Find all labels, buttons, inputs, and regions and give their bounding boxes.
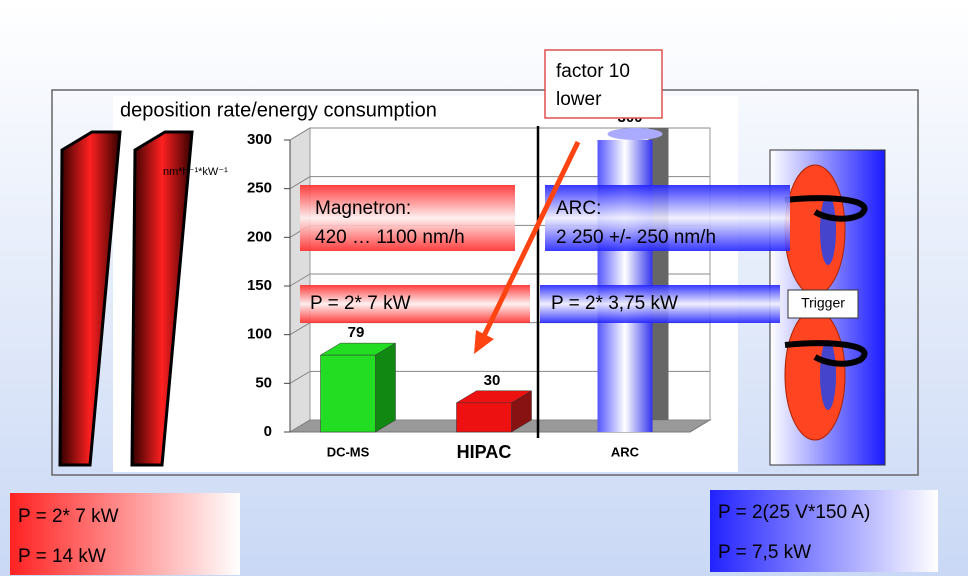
ring-hole bbox=[820, 340, 836, 410]
annotation-text: 420 … 1100 nm/h bbox=[315, 227, 465, 248]
ring-hole bbox=[820, 195, 836, 265]
annotation-text: ARC: bbox=[556, 198, 601, 219]
annotation-text: Magnetron: bbox=[315, 198, 411, 219]
chart-title: deposition rate/energy consumption bbox=[120, 99, 437, 121]
annotation-text: lower bbox=[556, 89, 602, 110]
data-label: 30 bbox=[484, 372, 501, 389]
panel-text: P = 14 kW bbox=[18, 546, 106, 567]
slide: Trigger P = 2* 7 kW P = 14 kW P = 2(25 V… bbox=[0, 0, 968, 576]
y-tick-label: 150 bbox=[247, 277, 272, 294]
x-tick-label: DC-MS bbox=[327, 444, 370, 459]
x-tick-label: HIPAC bbox=[457, 442, 512, 462]
y-tick-label: 50 bbox=[255, 374, 272, 391]
y-tick-label: 250 bbox=[247, 180, 272, 197]
panel-text: P = 2(25 V*150 A) bbox=[718, 502, 870, 523]
bar bbox=[321, 355, 376, 432]
bar-side bbox=[376, 343, 396, 432]
y-axis-label: nm*h⁻¹*kW⁻¹ bbox=[163, 166, 228, 178]
panel-text: P = 2* 7 kW bbox=[18, 506, 119, 527]
y-tick-label: 200 bbox=[247, 228, 272, 245]
annotation-text: factor 10 bbox=[556, 61, 630, 82]
y-tick-label: 300 bbox=[247, 131, 272, 148]
x-tick-label: ARC bbox=[611, 444, 640, 459]
panel-text: P = 7,5 kW bbox=[718, 542, 811, 563]
annotation-text: 2 250 +/- 250 nm/h bbox=[556, 227, 716, 248]
data-label: 79 bbox=[348, 324, 365, 341]
y-tick-label: 100 bbox=[247, 326, 272, 343]
annotation-text: P = 2* 3,75 kW bbox=[551, 293, 678, 314]
bar-top bbox=[608, 128, 663, 140]
annotation-text: P = 2* 7 kW bbox=[310, 293, 411, 314]
trigger-label: Trigger bbox=[801, 295, 845, 311]
bar bbox=[457, 403, 512, 432]
y-tick-label: 0 bbox=[264, 423, 272, 440]
